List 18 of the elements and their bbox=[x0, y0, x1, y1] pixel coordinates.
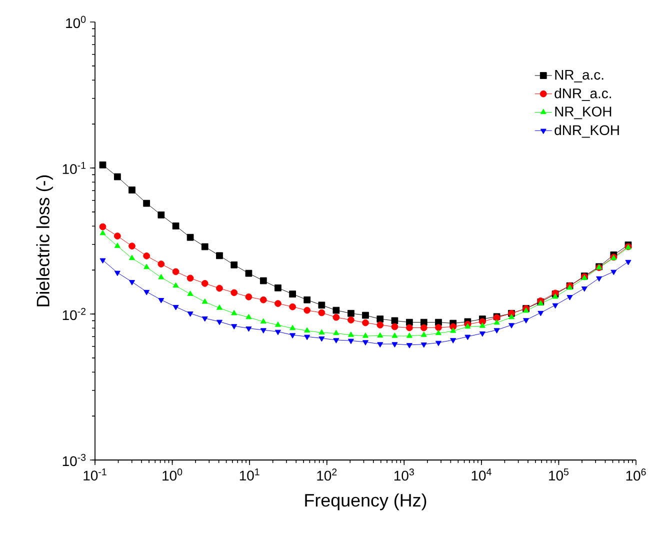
x-tick-label: 10$^{6}$ bbox=[626, 468, 646, 481]
y-axis-title: Dielectric loss (-) bbox=[36, 175, 53, 306]
x-tick-label: 10$^{0}$ bbox=[162, 468, 182, 481]
x-tick-label: 10$^{3}$ bbox=[394, 468, 414, 481]
x-tick-label: 10$^{5}$ bbox=[549, 468, 569, 481]
x-tick-label: 10$^{-1}$ bbox=[84, 468, 106, 481]
legend-label: dNR_a.c. bbox=[554, 88, 611, 101]
y-tick-label: 10$^{-3}$ bbox=[62, 454, 86, 466]
y-tick-label: 10$^{0}$ bbox=[66, 16, 86, 28]
x-axis-title: Frequency (Hz) bbox=[305, 493, 426, 510]
x-tick-label: 10$^{2}$ bbox=[317, 468, 337, 481]
x-tick-label: 10$^{1}$ bbox=[240, 468, 260, 481]
legend-label: dNR_KOH bbox=[554, 124, 619, 138]
legend-label: NR_a.c. bbox=[555, 70, 604, 82]
y-tick-label: 10$^{-1}$ bbox=[62, 162, 86, 174]
x-tick-label: 10$^{4}$ bbox=[472, 468, 492, 481]
legend-label: NR_KOH bbox=[555, 106, 612, 120]
y-tick-label: 10$^{-2}$ bbox=[62, 308, 86, 320]
